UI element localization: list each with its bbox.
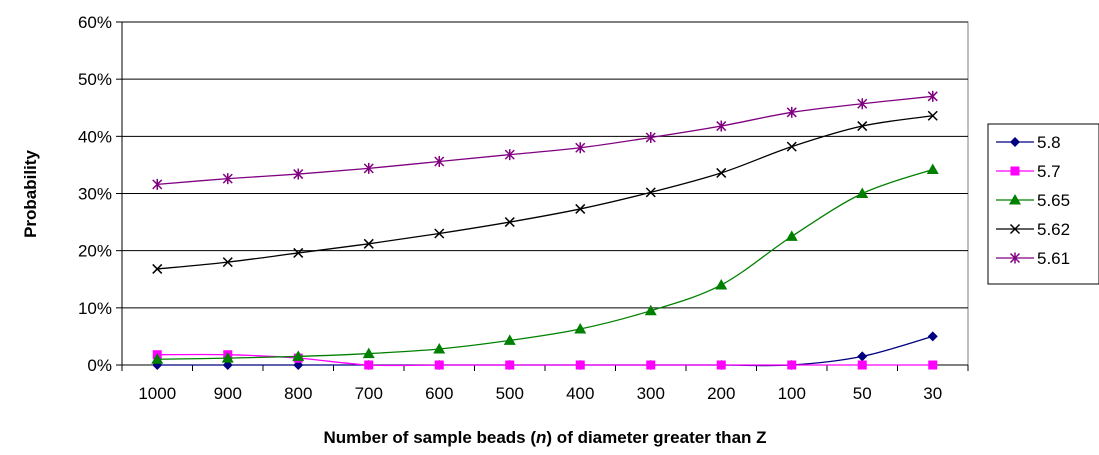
data-point xyxy=(926,163,939,174)
data-point xyxy=(293,168,304,180)
y-tick-label: 20% xyxy=(78,242,112,261)
series-line xyxy=(157,115,933,270)
data-point xyxy=(927,90,938,102)
legend-marker xyxy=(1009,252,1021,264)
y-tick-label: 40% xyxy=(78,127,112,146)
data-point xyxy=(292,350,305,361)
legend-label: 5.65 xyxy=(1037,191,1070,210)
data-point xyxy=(152,178,163,190)
legend-label: 5.62 xyxy=(1037,220,1070,239)
data-point xyxy=(857,98,868,110)
x-tick-label: 400 xyxy=(566,384,594,403)
data-point xyxy=(503,334,516,345)
legend-label: 5.7 xyxy=(1037,162,1061,181)
data-point xyxy=(646,360,656,370)
x-tick-label: 500 xyxy=(496,384,524,403)
legend-entry: 5.8 xyxy=(996,133,1061,152)
data-point xyxy=(362,347,375,359)
x-tick-label: 600 xyxy=(425,384,453,403)
x-tick-label: 1000 xyxy=(138,384,176,403)
data-point xyxy=(434,360,444,370)
legend-marker xyxy=(1010,137,1020,147)
data-point xyxy=(857,121,868,132)
legend-label: 5.61 xyxy=(1037,249,1070,268)
data-point xyxy=(715,278,728,290)
data-point xyxy=(222,173,233,185)
x-tick-label: 50 xyxy=(853,384,872,403)
data-point xyxy=(857,351,868,362)
data-point xyxy=(505,360,515,370)
series-line xyxy=(157,168,933,360)
data-point xyxy=(504,149,515,161)
data-point xyxy=(434,228,445,239)
data-point xyxy=(645,131,656,143)
legend-marker xyxy=(1009,223,1021,235)
x-tick-label: 200 xyxy=(707,384,735,403)
y-tick-label: 0% xyxy=(87,356,112,375)
data-point xyxy=(575,142,586,154)
data-point xyxy=(786,141,797,152)
x-tick-label: 100 xyxy=(778,384,806,403)
data-point xyxy=(857,360,867,370)
data-point xyxy=(785,230,798,241)
x-tick-label: 800 xyxy=(284,384,312,403)
series-5-65 xyxy=(151,163,939,364)
data-point xyxy=(221,352,234,363)
y-axis-title: Probability xyxy=(21,150,40,238)
series-line xyxy=(157,95,933,186)
data-point xyxy=(363,162,374,174)
y-tick-label: 50% xyxy=(78,70,112,89)
gridlines xyxy=(122,21,968,309)
legend-entry: 5.65 xyxy=(996,191,1070,210)
legend-marker xyxy=(1010,166,1020,176)
data-point xyxy=(151,353,164,364)
data-point xyxy=(927,110,938,121)
data-point xyxy=(364,360,374,370)
legend-entry: 5.61 xyxy=(996,249,1070,268)
legend-entry: 5.7 xyxy=(996,162,1061,181)
data-point xyxy=(575,360,585,370)
x-axis-title: Number of sample beads (n) of diameter g… xyxy=(323,428,766,447)
x-tick-label: 900 xyxy=(214,384,242,403)
data-point xyxy=(644,304,657,316)
series-lines xyxy=(151,90,939,370)
legend: 5.8 5.7 5.65 5.62 5.61 xyxy=(987,123,1099,285)
y-tick-label: 60% xyxy=(78,13,112,32)
data-point xyxy=(856,187,869,198)
data-point xyxy=(716,167,727,178)
x-tick-label: 700 xyxy=(355,384,383,403)
data-point xyxy=(927,331,938,342)
data-point xyxy=(928,360,938,370)
data-point xyxy=(786,106,797,118)
legend-marker xyxy=(1009,194,1021,205)
data-point xyxy=(575,203,586,214)
data-point xyxy=(504,217,515,228)
series-5-61 xyxy=(152,90,938,190)
tick-labels: 0% 10% 20% 30% 40% 50% 60% 1000 900 800 700 600 500 4… xyxy=(78,13,942,403)
data-point xyxy=(293,247,304,258)
data-point xyxy=(645,187,656,198)
data-point xyxy=(433,342,446,354)
legend-label: 5.8 xyxy=(1037,133,1061,152)
legend-entry: 5.62 xyxy=(996,220,1070,239)
x-tick-label: 30 xyxy=(923,384,942,403)
data-point xyxy=(574,322,587,334)
y-tick-label: 10% xyxy=(78,299,112,318)
series-5-62 xyxy=(152,110,938,274)
data-point xyxy=(716,360,726,370)
data-point xyxy=(434,155,445,167)
data-point xyxy=(787,360,797,370)
x-tick-label: 300 xyxy=(637,384,665,403)
data-point xyxy=(716,120,727,132)
y-tick-label: 30% xyxy=(78,185,112,204)
data-point xyxy=(152,263,163,274)
series-5-7 xyxy=(152,350,938,370)
series-line xyxy=(157,353,933,367)
data-point xyxy=(363,238,374,249)
legend-box xyxy=(987,123,1099,285)
data-point xyxy=(222,257,233,268)
